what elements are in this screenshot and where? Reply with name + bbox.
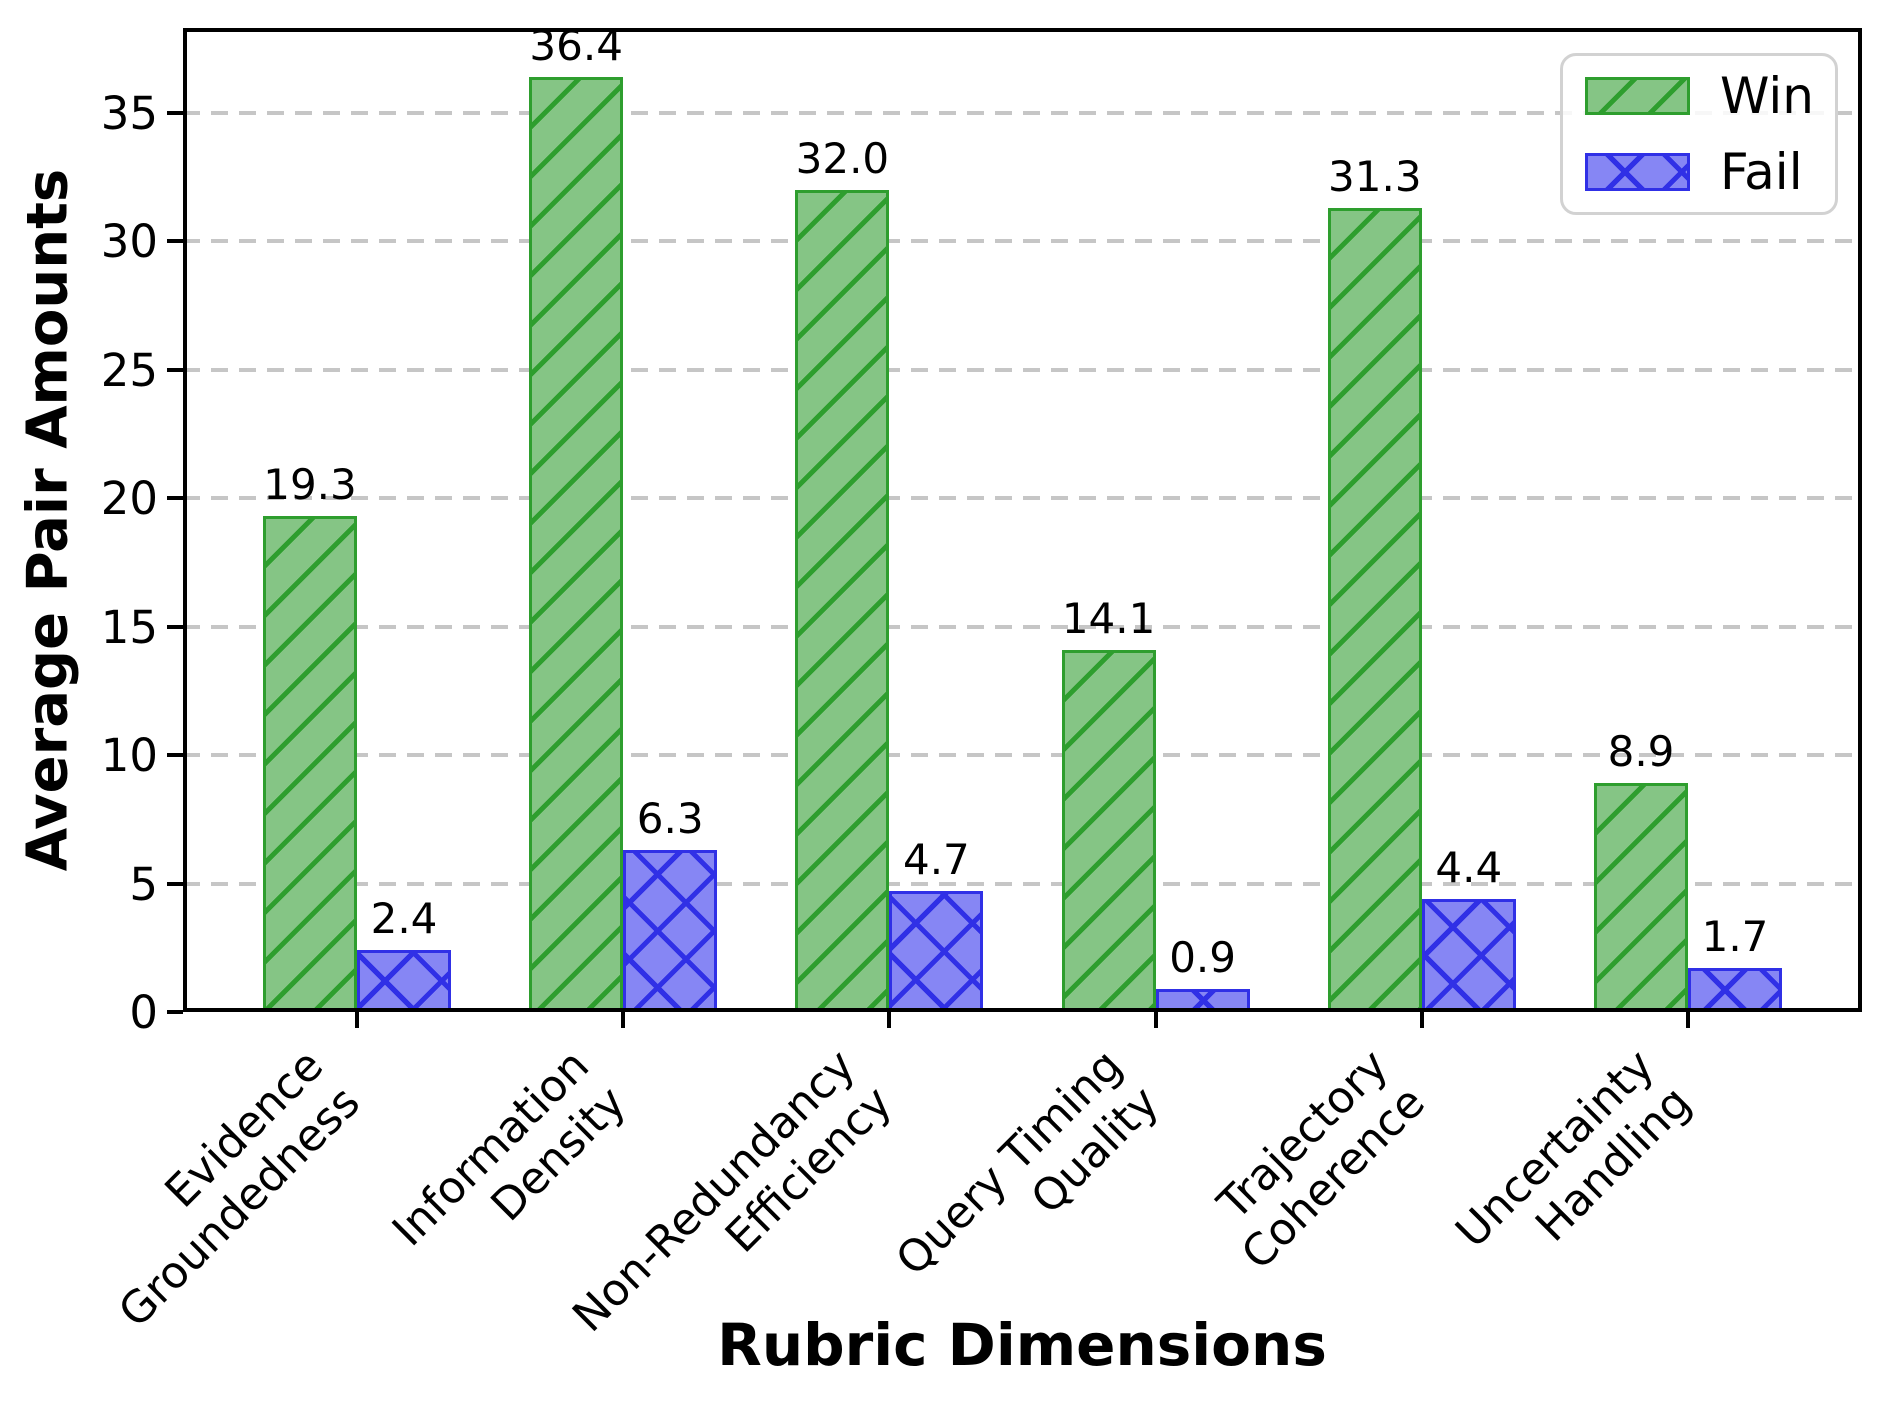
y-axis-tick xyxy=(167,367,183,372)
grid-layer xyxy=(183,28,1862,1012)
bar-value-label: 19.3 xyxy=(263,460,357,510)
bar-fail xyxy=(1421,898,1516,1012)
y-axis-tick xyxy=(167,753,183,758)
bar-value-label: 1.7 xyxy=(1701,912,1769,962)
x-axis-tick xyxy=(1686,1012,1690,1028)
bar-win xyxy=(263,516,357,1012)
grid-line xyxy=(183,881,1862,886)
x-axis-tick xyxy=(1419,1012,1424,1028)
x-axis-label: Rubric Dimensions xyxy=(717,1311,1327,1379)
bar-value-label: 36.4 xyxy=(529,20,623,70)
bar-fail xyxy=(1688,968,1782,1012)
bar-fail xyxy=(1155,988,1250,1012)
bar-value-label: 14.1 xyxy=(1061,593,1156,643)
bar-win xyxy=(529,76,624,1012)
x-axis-tick xyxy=(887,1012,892,1028)
legend-item: Fail xyxy=(1585,147,1835,197)
legend-label: Win xyxy=(1720,67,1814,125)
bar-value-label: 4.7 xyxy=(902,835,970,885)
grid-line xyxy=(183,753,1862,758)
bars-layer: 19.3 36.4 32.0 14.1 31.3 8.9 2.4 6.3 4.7 0.9 4.4 1.… xyxy=(183,20,1862,1012)
bar-fail xyxy=(357,950,451,1012)
y-tick-label: 20 xyxy=(100,472,158,526)
legend-item: Win xyxy=(1585,71,1835,121)
legend-label: Fail xyxy=(1720,143,1803,201)
y-axis-label: Average Pair Amounts xyxy=(15,168,81,872)
bar-value-label: 31.3 xyxy=(1328,151,1422,201)
x-axis-tick xyxy=(1153,1012,1158,1028)
bar-value-label: 8.9 xyxy=(1607,727,1675,777)
legend-swatch-win-icon xyxy=(1585,77,1690,115)
y-axis-tick xyxy=(167,239,183,244)
y-tick-label: 25 xyxy=(100,343,158,397)
y-axis-tick xyxy=(167,110,183,115)
grid-line xyxy=(183,496,1862,501)
y-tick-label: 0 xyxy=(129,986,158,1039)
bar-win xyxy=(1594,783,1688,1012)
grid-line xyxy=(183,239,1862,244)
y-tick-label: 15 xyxy=(100,600,158,654)
legend-swatch-fail-icon xyxy=(1585,153,1690,191)
y-axis-tick xyxy=(167,1010,183,1014)
grid-line xyxy=(183,110,1862,115)
y-tick-label: 5 xyxy=(129,857,158,911)
bar-fail xyxy=(889,891,984,1012)
y-tick-label: 30 xyxy=(100,215,158,269)
bar-win xyxy=(1327,207,1422,1012)
bar-win xyxy=(795,189,890,1012)
bar-value-label: 4.4 xyxy=(1435,842,1503,892)
bar-value-label: 32.0 xyxy=(795,133,890,183)
grid-line xyxy=(183,624,1862,629)
bar-value-label: 2.4 xyxy=(370,894,438,944)
y-axis-tick xyxy=(167,496,183,501)
bar-fail xyxy=(623,850,718,1012)
grid-line xyxy=(183,367,1862,372)
bar-value-label: 0.9 xyxy=(1169,932,1236,982)
y-axis-tick xyxy=(167,881,183,886)
legend: Win Fail xyxy=(1560,53,1838,215)
y-axis-tick xyxy=(167,624,183,629)
y-tick-label: 10 xyxy=(100,729,158,783)
bar-win xyxy=(1061,649,1156,1012)
y-tick-label: 35 xyxy=(100,86,158,140)
bar-value-label: 6.3 xyxy=(636,794,704,844)
x-axis-tick xyxy=(621,1012,626,1028)
x-axis-tick xyxy=(355,1012,359,1028)
